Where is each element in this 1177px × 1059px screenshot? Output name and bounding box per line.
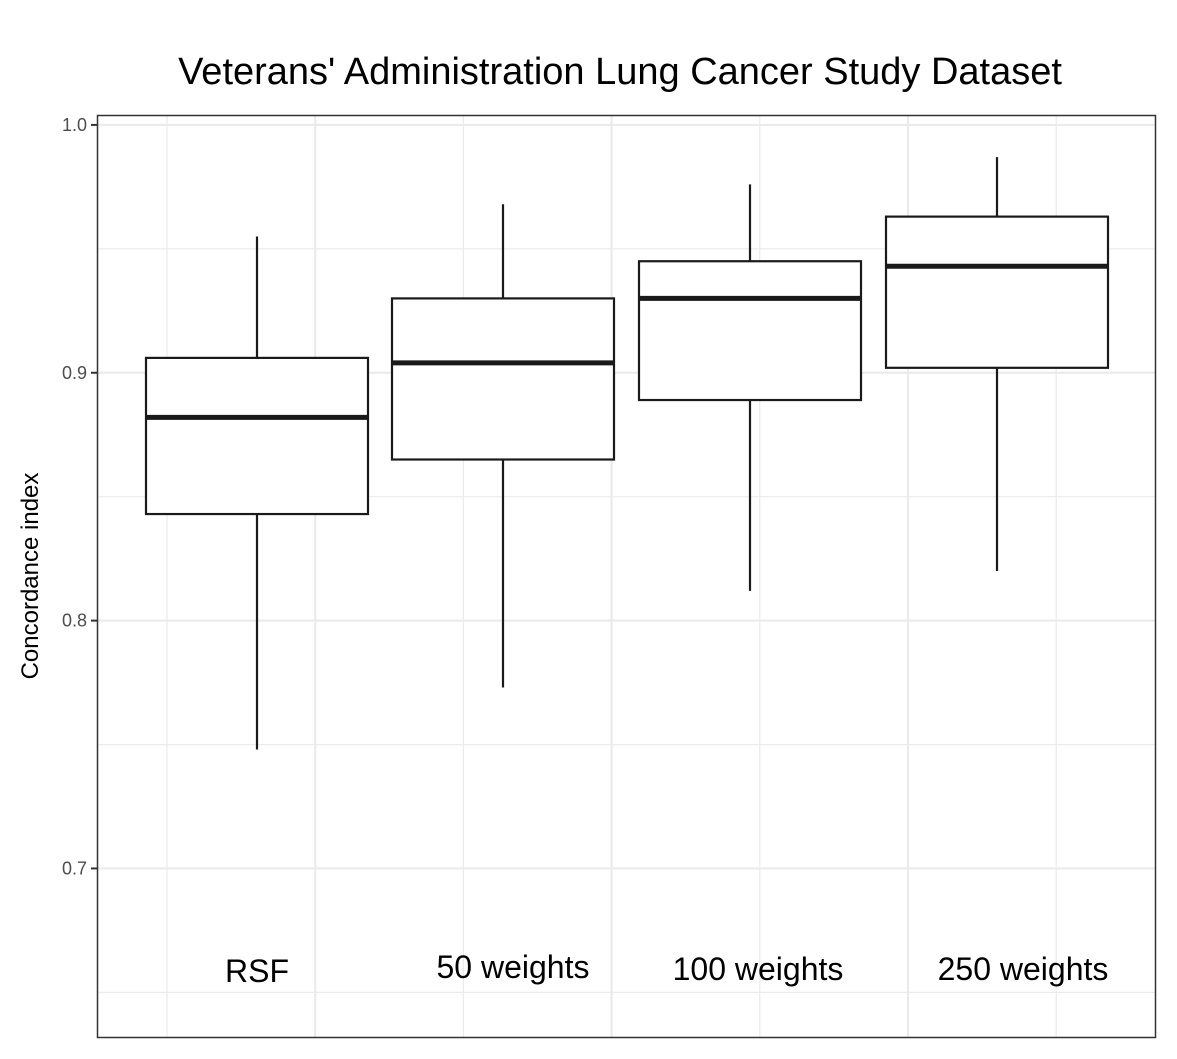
category-label: RSF — [225, 953, 289, 989]
y-axis: 1.0 0.9 0.8 0.7 — [62, 115, 97, 878]
iqr-box — [390, 297, 616, 461]
y-axis-label: Concordance index — [17, 473, 44, 680]
y-tick-label: 1.0 — [62, 115, 87, 135]
iqr-box — [637, 260, 863, 402]
iqr-box — [884, 215, 1110, 369]
y-tick-label: 0.9 — [62, 363, 87, 383]
box-250-weights — [884, 157, 1110, 572]
y-tick-label: 0.7 — [62, 858, 87, 878]
iqr-box — [144, 356, 370, 516]
annotations: RSF 50 weights 100 weights 250 weights — [225, 949, 1108, 989]
panel-border — [96, 114, 1157, 1039]
category-label: 50 weights — [437, 949, 590, 985]
box-100-weights — [637, 184, 863, 591]
category-label: 250 weights — [938, 951, 1109, 987]
box-rsf — [144, 236, 370, 750]
y-tick-label: 0.8 — [62, 611, 87, 631]
boxes — [144, 157, 1110, 750]
box-50-weights — [390, 204, 616, 688]
chart-title: Veterans' Administration Lung Cancer Stu… — [178, 51, 1062, 93]
category-label: 100 weights — [673, 951, 844, 987]
